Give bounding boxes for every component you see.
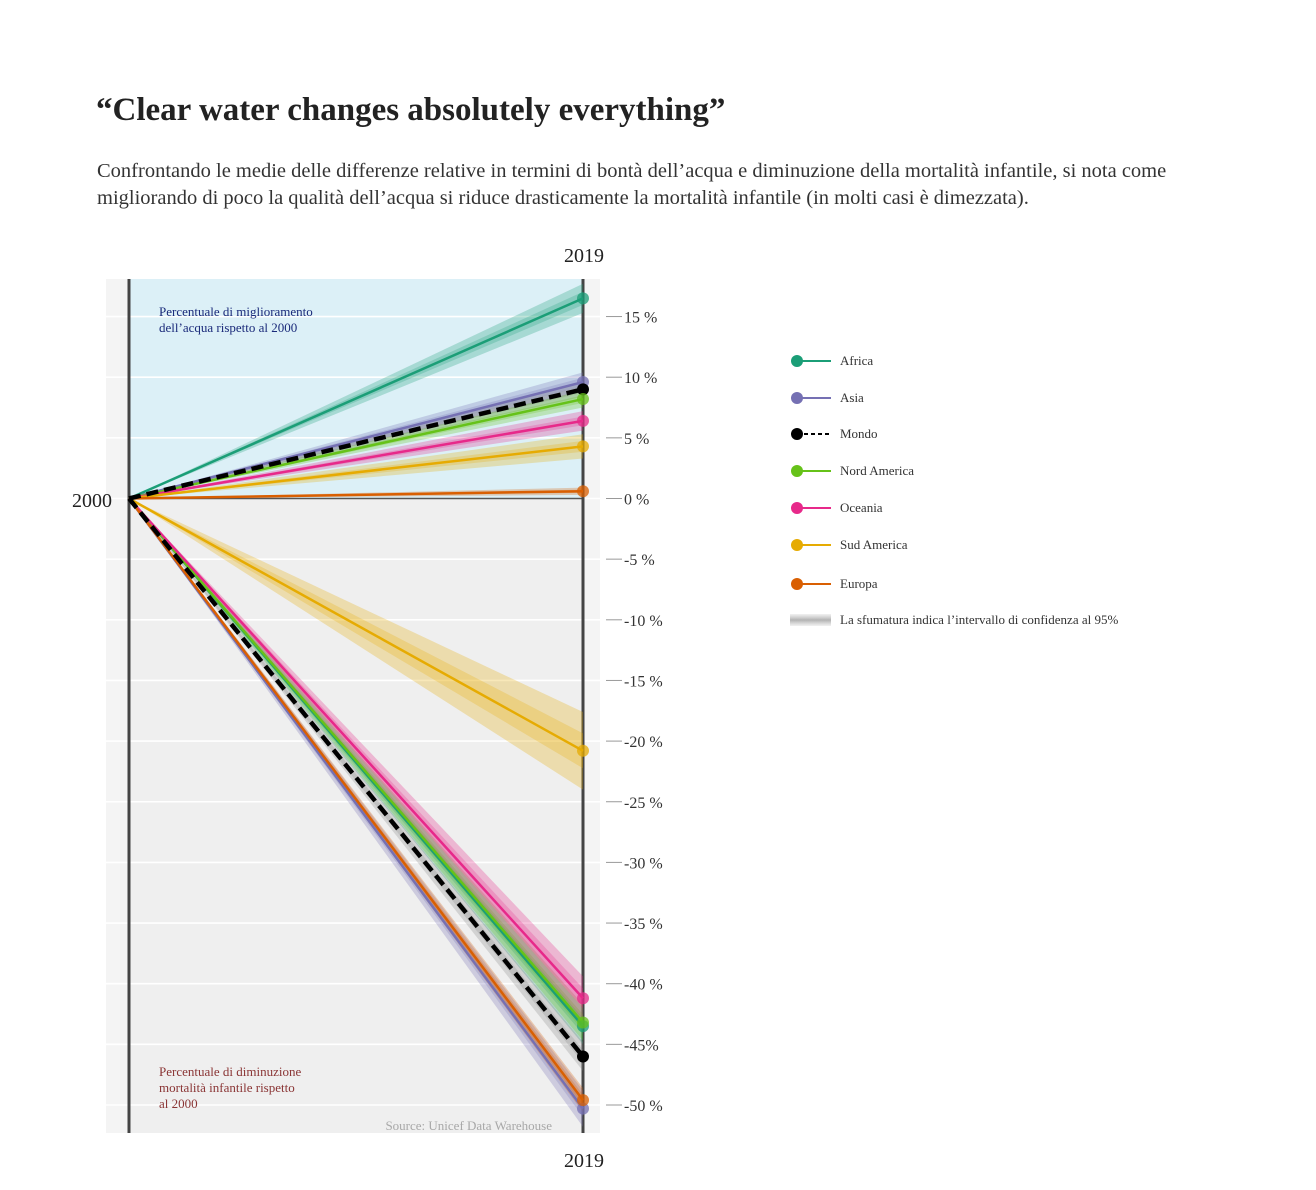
ci-band-water [129, 283, 583, 499]
ci-band-mortality [129, 498, 583, 1072]
y-tick-label: 0 % [624, 492, 649, 509]
y-tick-label: -40 % [624, 977, 663, 994]
y-tick-label: -45% [624, 1037, 659, 1054]
gridlines [106, 315, 600, 1106]
y-tick-label: -20 % [624, 734, 663, 751]
series-line-water [128, 445, 584, 500]
legend-marker [791, 465, 803, 477]
data-point-mortality [577, 1050, 589, 1063]
ci-band-mortality [129, 498, 583, 1041]
ci-band-mortality [129, 498, 583, 790]
data-point-water [577, 393, 589, 406]
ci-band-core-mortality [129, 498, 583, 1035]
legend-item: Africa [791, 353, 873, 368]
data-point-mortality [577, 992, 589, 1005]
ci-band-core-mortality [129, 498, 583, 769]
legend-ci-label: La sfumatura indica l’intervallo di conf… [840, 612, 1118, 627]
data-point-water [577, 383, 589, 396]
mortality-region-label: Percentuale di diminuzione mortalità infa… [159, 1064, 301, 1111]
chart-text: 15 % 10 % 5 % 0 % -5 % -10 % -15 % -20 % -25 % -3… [72, 245, 663, 1172]
y-tick-label: -30 % [624, 855, 663, 872]
series-line-mortality [128, 497, 584, 1101]
ci-band-core-water [129, 291, 583, 499]
legend-label: Nord America [840, 463, 914, 478]
legend-item: Mondo [791, 426, 878, 441]
data-point-water [577, 292, 589, 305]
legend-label: Asia [840, 390, 864, 405]
ci-band-water [129, 411, 583, 499]
legend-marker [791, 578, 803, 590]
x-label-2019-bottom: 2019 [564, 1150, 604, 1172]
legend-label: Oceania [840, 500, 883, 515]
legend-marker [791, 539, 803, 551]
data-point-mortality [577, 1094, 589, 1107]
legend-item: Oceania [791, 500, 883, 515]
y-tick-label: 5 % [624, 431, 649, 448]
x-label-2019-top: 2019 [564, 245, 604, 267]
water-region [129, 279, 583, 499]
mortality-region [129, 498, 583, 1133]
source-note: Source: Unicef Data Warehouse [385, 1118, 552, 1133]
y-tick-label: -50 % [624, 1098, 663, 1115]
legend-item: Nord America [791, 463, 914, 478]
legend-item: Europa [791, 576, 878, 591]
series-line-water [128, 387, 584, 501]
legend-marker [791, 355, 803, 367]
legend-label: Africa [840, 353, 873, 368]
y-tick-label: -25 % [624, 795, 663, 812]
ci-band-water [129, 372, 583, 499]
legend-marker [791, 392, 803, 404]
data-point-mortality [577, 1102, 589, 1115]
legend-label: Sud America [840, 537, 908, 552]
ci-band-core-water [129, 377, 583, 499]
data-point-mortality [577, 744, 589, 757]
series-line-mortality [128, 497, 584, 1024]
data-point-water [577, 440, 589, 453]
series-line-mortality [127, 497, 585, 1058]
legend-label: Europa [840, 576, 878, 591]
legend-item: Sud America [791, 537, 908, 552]
plot-background [106, 279, 600, 1133]
chart-title: “Clear water changes absolutely everythi… [96, 92, 726, 128]
legend-label: Mondo [840, 426, 878, 441]
ci-band-core-water [129, 395, 583, 499]
series-lines [127, 297, 585, 1110]
legend-item-ci: La sfumatura indica l’intervallo di conf… [790, 612, 1118, 627]
y-tick-label: 10 % [624, 370, 657, 387]
x-label-2000: 2000 [72, 490, 112, 512]
legend-marker [791, 428, 803, 440]
data-point-water [577, 485, 589, 498]
water-region-label: Percentuale di miglioramento dell’acqua r… [159, 304, 313, 335]
data-point-mortality [577, 1016, 589, 1029]
data-point-water [577, 414, 589, 427]
series-points [577, 292, 589, 1115]
y-tick-label: 15 % [624, 310, 657, 327]
series-line-water [128, 419, 584, 500]
series-line-mortality [128, 497, 584, 752]
legend-ci-swatch [790, 614, 831, 626]
ci-band-mortality [129, 498, 583, 1045]
ci-band-core-water [129, 440, 583, 499]
series-line-mortality [128, 497, 584, 1000]
y-tick-label: -15 % [624, 673, 663, 690]
legend: Africa Asia Mondo Nord America Oceania Sud Am… [790, 353, 1118, 627]
y-tick-label: -10 % [624, 613, 663, 630]
legend-item: Asia [791, 390, 864, 405]
ci-band-core-mortality [129, 498, 583, 1009]
ci-band-water [129, 434, 583, 499]
legend-marker [791, 502, 803, 514]
chart-subtitle: Confrontando le medie delle differenze r… [97, 160, 1167, 209]
ci-band-mortality [129, 498, 583, 1127]
y-tick-label: -35 % [624, 916, 663, 933]
series-line-water [128, 489, 584, 500]
y-tick-label: -5 % [624, 552, 655, 569]
series-line-water [128, 297, 584, 500]
